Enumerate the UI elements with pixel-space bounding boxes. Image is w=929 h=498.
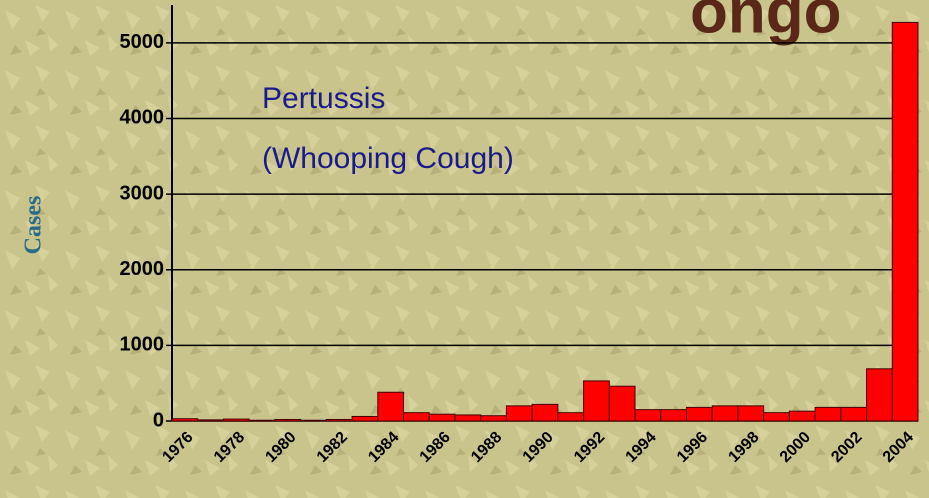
bar <box>248 419 276 422</box>
bar <box>351 415 379 422</box>
y-tick-label: 3000 <box>120 182 165 204</box>
bar <box>403 412 430 422</box>
y-tick-label: 4000 <box>120 107 165 129</box>
bar <box>274 418 302 422</box>
bar <box>583 380 610 422</box>
y-tick-label: 5000 <box>120 31 165 53</box>
bar <box>814 406 842 422</box>
bar <box>197 419 224 422</box>
bar <box>634 409 662 422</box>
bar <box>300 419 327 422</box>
bar <box>788 410 816 422</box>
bar <box>557 412 585 422</box>
y-tick-label: 0 <box>153 409 164 431</box>
bar <box>608 385 636 422</box>
annotation: Pertussis <box>262 82 385 115</box>
y-tick-label: 1000 <box>120 334 165 356</box>
bar <box>840 406 868 422</box>
y-axis-label: Cases <box>21 196 47 255</box>
annotation: (Whooping Cough) <box>262 142 514 175</box>
bar <box>531 403 559 422</box>
bar <box>454 414 482 422</box>
bar <box>763 412 790 422</box>
bar <box>222 418 250 422</box>
bar <box>711 405 739 422</box>
chart-title: ongo <box>690 0 842 46</box>
bar <box>505 405 533 422</box>
bar <box>685 406 713 422</box>
bar <box>660 409 687 422</box>
bar <box>866 368 893 422</box>
bar <box>737 405 765 422</box>
y-tick-label: 2000 <box>120 258 165 280</box>
bar <box>428 413 456 422</box>
bar <box>480 415 507 422</box>
bar <box>325 418 353 422</box>
bar <box>171 418 199 422</box>
bar <box>891 21 919 422</box>
bar <box>377 391 405 422</box>
